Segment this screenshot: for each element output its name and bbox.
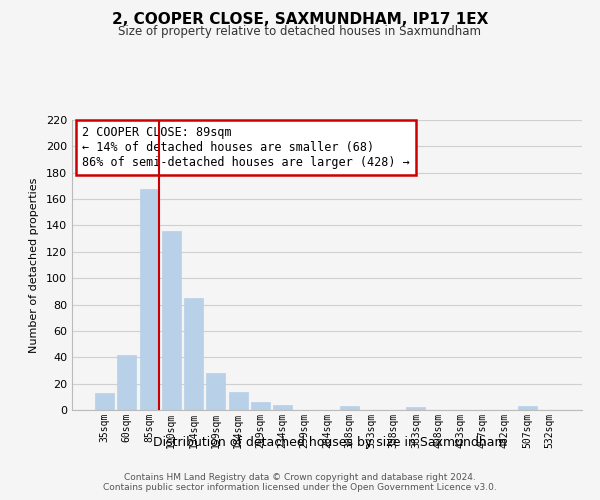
- Bar: [406, 408, 425, 410]
- Bar: [95, 393, 114, 410]
- Y-axis label: Number of detached properties: Number of detached properties: [29, 178, 39, 352]
- Text: Size of property relative to detached houses in Saxmundham: Size of property relative to detached ho…: [119, 25, 482, 38]
- Text: Contains HM Land Registry data © Crown copyright and database right 2024.: Contains HM Land Registry data © Crown c…: [124, 473, 476, 482]
- Bar: [251, 402, 270, 410]
- Bar: [118, 354, 136, 410]
- Text: 2, COOPER CLOSE, SAXMUNDHAM, IP17 1EX: 2, COOPER CLOSE, SAXMUNDHAM, IP17 1EX: [112, 12, 488, 28]
- Bar: [162, 230, 181, 410]
- Bar: [184, 298, 203, 410]
- Bar: [140, 188, 158, 410]
- Bar: [206, 373, 225, 410]
- Text: Contains public sector information licensed under the Open Government Licence v3: Contains public sector information licen…: [103, 483, 497, 492]
- Text: 2 COOPER CLOSE: 89sqm
← 14% of detached houses are smaller (68)
86% of semi-deta: 2 COOPER CLOSE: 89sqm ← 14% of detached …: [82, 126, 410, 169]
- Bar: [229, 392, 248, 410]
- Bar: [273, 404, 292, 410]
- Bar: [518, 406, 536, 410]
- Bar: [340, 406, 359, 410]
- Text: Distribution of detached houses by size in Saxmundham: Distribution of detached houses by size …: [153, 436, 507, 449]
